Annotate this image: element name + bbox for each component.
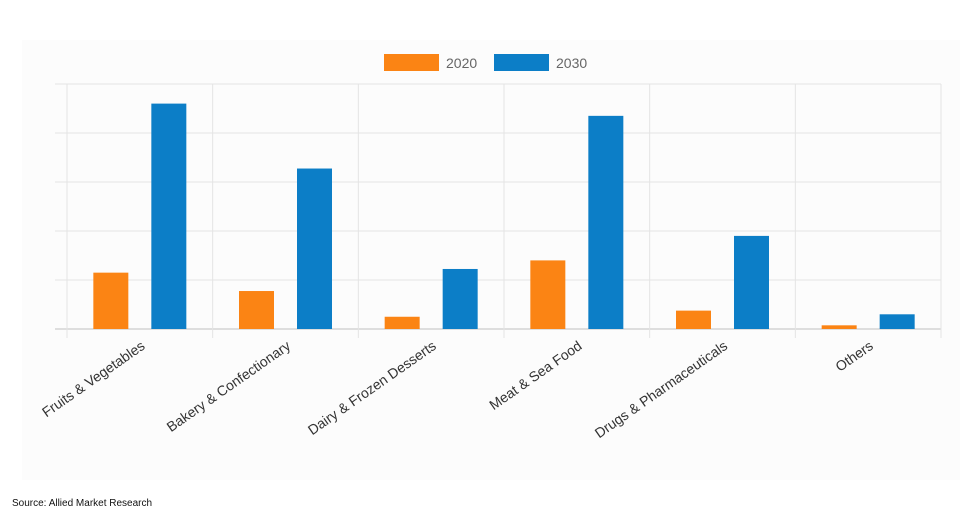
legend-label: 2020 xyxy=(446,55,477,71)
x-tick-label: Drugs & Pharmaceuticals xyxy=(592,337,731,441)
bar-2030-4[interactable] xyxy=(734,235,769,329)
x-tick-label: Bakery & Confectionary xyxy=(164,337,294,434)
bar-2030-1[interactable] xyxy=(297,168,332,329)
bar-2020-0[interactable] xyxy=(93,272,129,329)
legend-swatch xyxy=(384,54,439,71)
x-axis: Fruits & Vegetables Bakery & Confectionar… xyxy=(39,337,876,441)
legend-swatch xyxy=(494,54,549,71)
legend-item-2030[interactable]: 2030 xyxy=(494,54,587,71)
x-tick-label: Meat & Sea Food xyxy=(486,337,584,413)
gridlines xyxy=(55,83,942,338)
x-tick-label: Dairy & Frozen Desserts xyxy=(305,337,439,438)
x-tick-label: Others xyxy=(832,337,876,374)
bar-2030-0[interactable] xyxy=(151,103,187,329)
bar-2020-2[interactable] xyxy=(384,316,420,329)
bar-2020-1[interactable] xyxy=(239,291,274,329)
bar-2020-3[interactable] xyxy=(530,260,566,329)
bar-2030-3[interactable] xyxy=(588,115,624,329)
bar-chart: Fruits & Vegetables Bakery & Confectionar… xyxy=(39,54,942,441)
x-tick-label: Fruits & Vegetables xyxy=(39,337,148,420)
legend-label: 2030 xyxy=(556,55,587,71)
source-note: Source: Allied Market Research xyxy=(12,498,153,509)
bars xyxy=(93,103,915,329)
chart-panel: Fruits & Vegetables Bakery & Confectionar… xyxy=(22,40,960,480)
bar-2030-2[interactable] xyxy=(442,268,478,329)
bar-2020-5[interactable] xyxy=(821,325,857,329)
legend[interactable]: 2020 2030 xyxy=(384,54,587,71)
legend-item-2020[interactable]: 2020 xyxy=(384,54,477,71)
bar-2030-5[interactable] xyxy=(879,314,915,329)
bar-2020-4[interactable] xyxy=(676,310,711,329)
